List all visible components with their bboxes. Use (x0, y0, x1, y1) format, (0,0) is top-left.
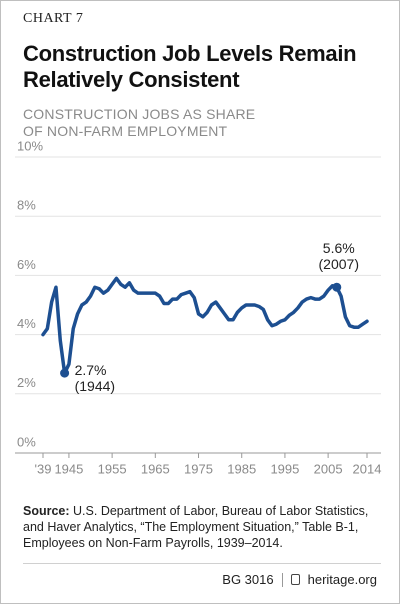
data-line (41, 276, 369, 375)
y-tick-label: 0% (17, 434, 36, 449)
x-tick-label: 1945 (54, 461, 83, 476)
source-note: Source: U.S. Department of Labor, Bureau… (23, 503, 383, 551)
x-tick-label: 2014 (353, 461, 382, 476)
chart-title: Construction Job Levels Remain Relativel… (23, 41, 357, 92)
chart-kicker: CHART 7 (23, 11, 84, 26)
footer-site: heritage.org (307, 572, 377, 587)
x-tick-label: 1955 (98, 461, 127, 476)
highlight-point (332, 282, 342, 292)
x-tick-label: 1965 (141, 461, 170, 476)
annotation-label: 5.6% (323, 240, 355, 256)
footer-separator (281, 572, 283, 587)
y-tick-label: 10% (17, 141, 43, 153)
source-label: Source: (23, 504, 70, 518)
y-tick-label: 4% (17, 316, 36, 331)
x-tick-label: 2005 (314, 461, 343, 476)
x-tick-label: '39 (35, 461, 52, 476)
highlight-point (60, 368, 70, 378)
chart-subtitle: CONSTRUCTION JOBS AS SHARE OF NON-FARM E… (23, 106, 256, 139)
annotation-label: 2.7% (75, 362, 107, 378)
y-tick-label: 2% (17, 375, 36, 390)
y-tick-label: 8% (17, 198, 36, 213)
footer-code: BG 3016 (222, 572, 274, 587)
annotation-sublabel: (2007) (319, 256, 359, 272)
chart: 0% 2% 4% 6% 8% 10% '39 1945 1955 1965 1975 1985 1995… (15, 141, 382, 476)
annotation-sublabel: (1944) (75, 378, 115, 394)
source-text: U.S. Department of Labor, Bureau of Labo… (23, 504, 369, 550)
footer: BG 3016 heritage.org (222, 572, 377, 587)
footer-logo (290, 574, 300, 585)
x-tick-label: 1975 (184, 461, 213, 476)
x-tick-label: 1985 (227, 461, 256, 476)
y-tick-label: 6% (17, 257, 36, 272)
footer-rule (23, 563, 381, 564)
x-tick-label: 1995 (270, 461, 299, 476)
